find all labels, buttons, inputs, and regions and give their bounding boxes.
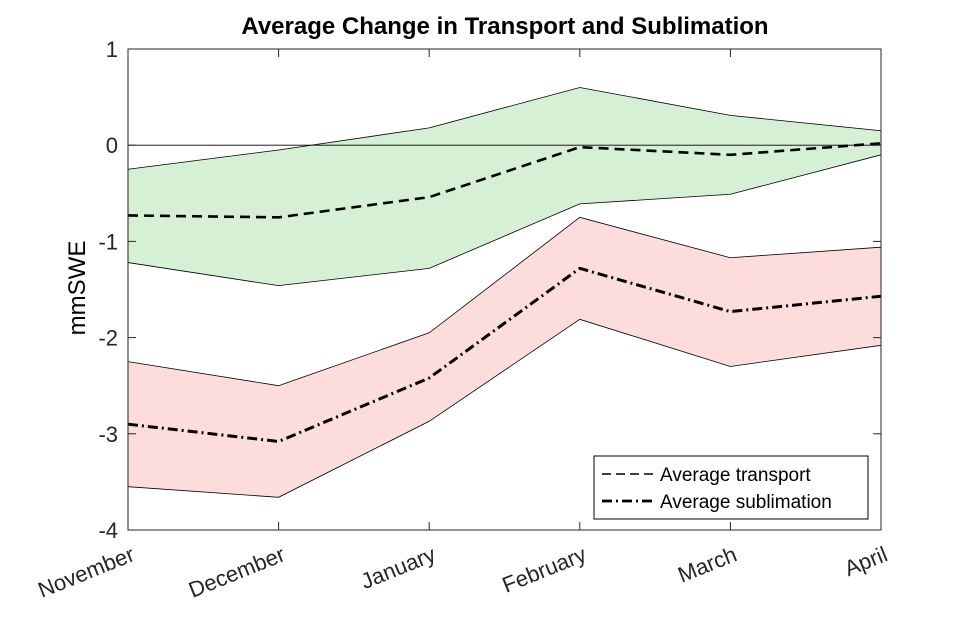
legend-label-transport: Average transport [660,465,811,486]
x-tick-label: April [841,541,891,581]
band-lower-average-transport [127,154,882,287]
y-tick-label: -4 [98,518,118,543]
y-tick-label: -2 [98,326,118,351]
y-tick-label: 0 [106,133,118,158]
legend-label-sublimation: Average sublimation [660,492,832,513]
band-upper-average-sublimation [127,216,882,387]
x-tick-label: February [499,541,590,597]
y-tick-label: -1 [98,229,118,254]
legend-box [593,455,869,520]
chart-title: Average Change in Transport and Sublimat… [241,13,768,40]
band-average-sublimation [128,217,881,498]
band-upper-average-transport [127,87,882,170]
y-axis-label: mmSWE [64,241,91,336]
y-tick-label: -3 [98,422,118,447]
band-lower-average-sublimation [127,318,882,498]
series-line-average-sublimation [127,266,882,443]
band-average-transport [128,87,881,286]
x-tick-label: January [357,541,439,594]
x-tick-label: December [185,541,288,602]
x-tick-label: March [674,541,740,587]
plot-area [127,48,882,531]
x-tick-label: November [34,541,137,602]
legend: Average transport Average sublimation [593,455,869,520]
y-tick-label: 1 [106,37,118,62]
